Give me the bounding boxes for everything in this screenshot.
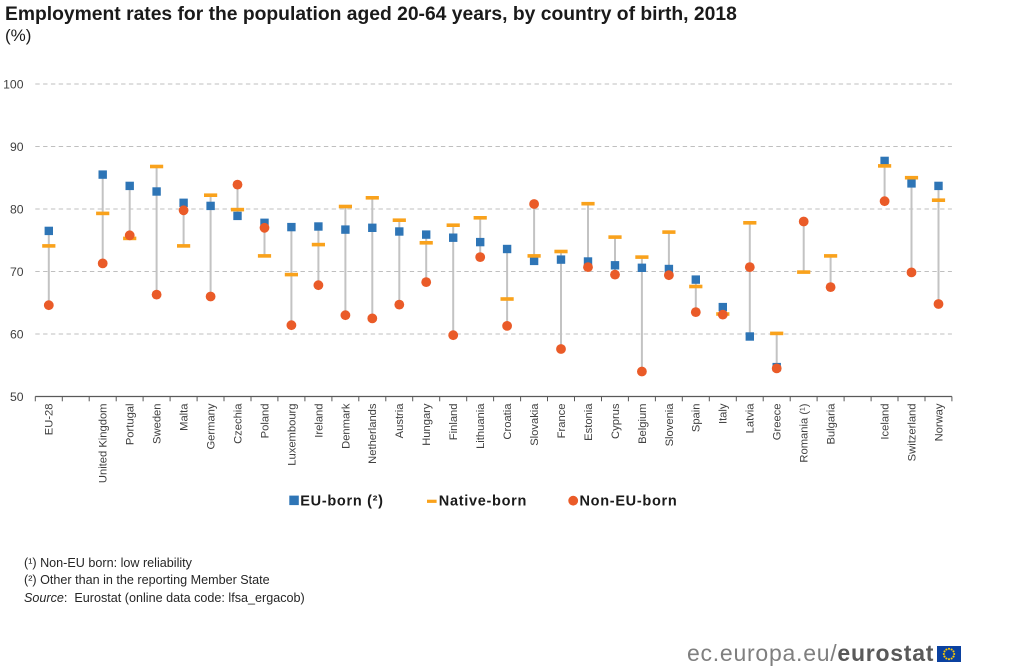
svg-text:Croatia: Croatia <box>502 403 514 440</box>
svg-text:100: 100 <box>3 77 24 91</box>
svg-text:60: 60 <box>10 327 24 341</box>
svg-text:Denmark: Denmark <box>340 403 352 449</box>
svg-text:Lithuania: Lithuania <box>475 403 487 449</box>
svg-text:90: 90 <box>10 140 24 154</box>
svg-text:Italy: Italy <box>718 403 730 424</box>
svg-text:Finland: Finland <box>448 404 460 441</box>
svg-text:Bulgaria: Bulgaria <box>826 403 838 445</box>
svg-text:Portugal: Portugal <box>125 404 137 446</box>
svg-text:Native-born: Native-born <box>439 494 527 510</box>
svg-text:Netherlands: Netherlands <box>367 403 379 464</box>
svg-text:Luxembourg: Luxembourg <box>286 404 298 466</box>
svg-text:Spain: Spain <box>691 404 703 433</box>
svg-text:EU-born (²): EU-born (²) <box>300 494 383 510</box>
svg-text:Slovakia: Slovakia <box>529 403 541 446</box>
svg-text:70: 70 <box>10 265 24 279</box>
svg-text:Estonia: Estonia <box>583 403 595 441</box>
svg-text:Poland: Poland <box>259 404 271 439</box>
svg-text:Switzerland: Switzerland <box>906 404 918 462</box>
svg-text:Sweden: Sweden <box>152 404 164 444</box>
svg-text:Non-EU-born: Non-EU-born <box>580 494 678 510</box>
svg-text:Malta: Malta <box>179 403 191 431</box>
svg-text:Germany: Germany <box>206 403 218 449</box>
svg-text:Romania (¹): Romania (¹) <box>799 403 811 462</box>
svg-text:United Kingdom: United Kingdom <box>98 404 110 484</box>
svg-text:Iceland: Iceland <box>880 404 892 440</box>
svg-text:Slovenia: Slovenia <box>664 403 676 447</box>
svg-text:France: France <box>556 404 568 439</box>
svg-text:Cyprus: Cyprus <box>610 403 622 439</box>
svg-text:Greece: Greece <box>772 404 784 441</box>
svg-text:Norway: Norway <box>933 403 945 441</box>
svg-text:Ireland: Ireland <box>313 404 325 438</box>
svg-text:Latvia: Latvia <box>745 403 757 434</box>
svg-text:EU-28: EU-28 <box>44 404 56 436</box>
svg-text:50: 50 <box>10 390 24 404</box>
svg-text:80: 80 <box>10 202 24 216</box>
svg-text:Czechia: Czechia <box>232 403 244 444</box>
svg-text:Belgium: Belgium <box>637 404 649 444</box>
svg-text:Austria: Austria <box>394 403 406 439</box>
svg-text:Hungary: Hungary <box>421 403 433 446</box>
